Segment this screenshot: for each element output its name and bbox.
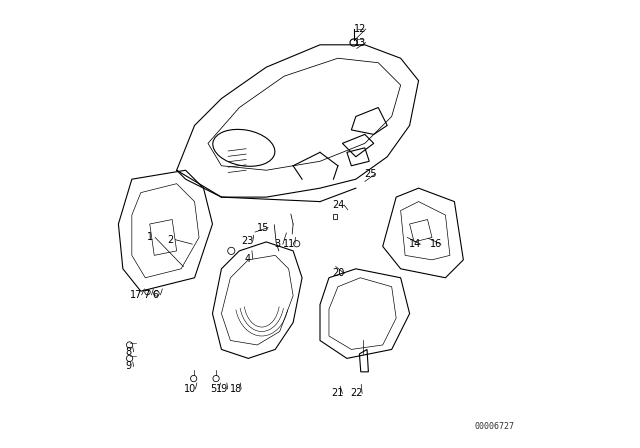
- Text: 17: 17: [130, 290, 143, 300]
- Text: 1: 1: [147, 233, 153, 242]
- Text: 12: 12: [354, 24, 367, 34]
- Text: 14: 14: [409, 239, 421, 249]
- Text: 7: 7: [143, 290, 149, 300]
- Text: 4: 4: [244, 254, 250, 264]
- Text: 16: 16: [429, 239, 442, 249]
- Text: 6: 6: [152, 290, 158, 300]
- Text: 23: 23: [241, 236, 253, 246]
- Text: 20: 20: [333, 268, 345, 278]
- Text: 10: 10: [184, 384, 196, 394]
- Text: 3: 3: [275, 239, 280, 249]
- Text: 11: 11: [284, 239, 296, 249]
- Text: 18: 18: [230, 384, 242, 394]
- Text: 15: 15: [257, 223, 269, 233]
- Text: 22: 22: [351, 388, 363, 398]
- Text: 19: 19: [216, 384, 228, 394]
- Text: 5: 5: [211, 384, 216, 394]
- Text: 2: 2: [167, 235, 173, 245]
- Text: 00006727: 00006727: [475, 422, 515, 431]
- Text: 21: 21: [331, 388, 343, 398]
- Text: 13: 13: [354, 38, 367, 47]
- Text: 25: 25: [364, 169, 376, 179]
- Text: 8: 8: [125, 347, 131, 357]
- Text: 24: 24: [333, 200, 345, 210]
- Text: 9: 9: [125, 362, 131, 371]
